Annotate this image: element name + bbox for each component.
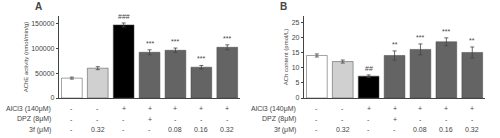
svg-text:-: - [96,116,99,123]
svg-text:15: 15 [292,49,300,56]
svg-text:-: - [315,116,318,123]
svg-text:+: + [148,116,152,123]
svg-text:0.32: 0.32 [91,126,105,133]
svg-text:+: + [393,116,397,123]
svg-text:-: - [70,105,73,112]
svg-text:-: - [226,116,229,123]
svg-text:DPZ (8μM): DPZ (8μM) [262,115,296,123]
svg-text:0.16: 0.16 [194,126,208,133]
svg-text:AlCl3 (140μM): AlCl3 (140μM) [6,105,51,113]
svg-text:+: + [173,105,177,112]
svg-text:DPZ (8μM): DPZ (8μM) [17,115,51,123]
svg-text:-: - [419,116,422,123]
svg-text:-: - [70,126,73,133]
svg-text:##: ## [365,65,373,72]
svg-text:-: - [367,126,370,133]
svg-text:###: ### [118,13,130,20]
svg-text:-: - [96,105,99,112]
svg-text:-: - [148,126,151,133]
svg-text:-: - [341,105,344,112]
svg-text:+: + [470,105,474,112]
svg-text:150000: 150000 [31,20,54,27]
svg-text:+: + [122,105,126,112]
svg-text:+: + [444,105,448,112]
svg-text:-: - [367,116,370,123]
svg-text:+: + [148,105,152,112]
svg-text:25: 25 [292,19,300,26]
svg-text:***: *** [197,55,205,62]
svg-text:-: - [341,116,344,123]
svg-text:0.32: 0.32 [220,126,234,133]
svg-text:ACh content (pmol/L): ACh content (pmol/L) [283,29,289,86]
svg-text:-: - [200,116,203,123]
svg-text:-: - [122,126,125,133]
svg-text:-: - [315,126,318,133]
svg-text:+: + [199,105,203,112]
svg-text:50000: 50000 [35,70,55,77]
svg-text:0.32: 0.32 [336,126,350,133]
svg-text:**: ** [469,37,475,44]
svg-text:-: - [471,116,474,123]
svg-text:A: A [35,1,42,12]
svg-text:5: 5 [296,79,300,86]
svg-text:20: 20 [292,34,300,41]
svg-text:0.32: 0.32 [465,126,479,133]
svg-text:+: + [418,105,422,112]
svg-text:0.08: 0.08 [168,126,182,133]
svg-text:***: *** [223,35,231,42]
svg-text:0: 0 [51,94,55,101]
svg-text:-: - [174,116,177,123]
svg-text:-: - [445,116,448,123]
svg-text:***: *** [146,40,154,47]
svg-text:0.16: 0.16 [439,126,453,133]
svg-text:0.08: 0.08 [413,126,427,133]
svg-text:AChE activity (nmol/min/g): AChE activity (nmol/min/g) [23,22,29,93]
svg-text:10: 10 [292,64,300,71]
svg-text:+: + [367,105,371,112]
svg-text:+: + [393,105,397,112]
svg-text:+: + [225,105,229,112]
svg-text:-: - [393,126,396,133]
svg-text:***: *** [171,38,179,45]
svg-text:100000: 100000 [31,45,54,52]
svg-text:-: - [122,116,125,123]
svg-text:-: - [315,105,318,112]
svg-text:B: B [280,1,287,12]
svg-text:-: - [70,116,73,123]
svg-text:**: ** [392,41,398,48]
svg-text:0: 0 [296,94,300,101]
svg-text:3f (μM): 3f (μM) [29,126,51,134]
svg-text:***: *** [442,28,450,35]
svg-text:3f (μM): 3f (μM) [274,126,296,134]
svg-text:***: *** [416,34,424,41]
svg-text:AlCl3 (140μM): AlCl3 (140μM) [251,105,296,113]
